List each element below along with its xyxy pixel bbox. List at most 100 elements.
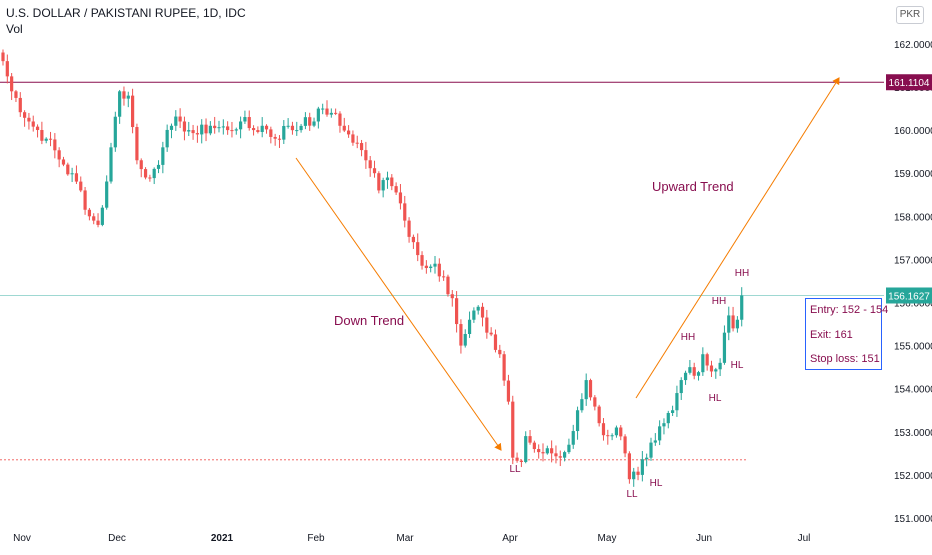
candle (580, 393, 584, 413)
candle (195, 125, 199, 143)
candle (213, 116, 217, 134)
candle-body (135, 127, 139, 161)
volume-label: Vol (6, 22, 23, 36)
candle-body (467, 319, 472, 334)
candle-body (364, 150, 368, 161)
candle-body (303, 117, 307, 126)
candle-body (329, 112, 333, 115)
candle-body (200, 124, 204, 135)
candle (683, 370, 688, 385)
candle (459, 319, 463, 354)
candle-body (580, 399, 584, 411)
candle (411, 234, 415, 249)
x-tick-label: 2021 (211, 533, 234, 544)
candle (118, 89, 122, 124)
candle-body (70, 173, 74, 175)
candle-body (61, 159, 66, 165)
candle (692, 362, 696, 380)
candle (260, 117, 264, 138)
y-tick-label: 160.0000 (894, 126, 932, 137)
candle (640, 451, 644, 482)
candle-body (74, 173, 79, 182)
candle (437, 258, 441, 282)
candle-body (537, 449, 541, 453)
candle (601, 418, 606, 441)
candle (178, 108, 182, 129)
candle (66, 162, 70, 176)
candle (139, 158, 143, 178)
candle-body (308, 117, 312, 126)
candle-body (666, 412, 670, 424)
candle (277, 135, 282, 148)
candle-body (532, 442, 536, 450)
trade-entry: Entry: 152 - 154 (810, 304, 889, 316)
y-tick-label: 151.0000 (894, 514, 932, 525)
candle-body (355, 142, 359, 144)
candle-body (446, 276, 450, 295)
candle (731, 306, 735, 332)
candle-body (524, 436, 528, 462)
candle-body (442, 276, 446, 278)
trade-exit: Exit: 161 (810, 329, 853, 341)
swing-label-hl: HL (731, 360, 744, 371)
candle-body (217, 127, 221, 129)
candle-body (688, 367, 692, 373)
candle-body (290, 125, 295, 131)
candle (325, 100, 329, 117)
candle (593, 395, 597, 411)
currency-badge[interactable]: PKR (896, 6, 924, 24)
candle-body (87, 209, 91, 217)
candle (226, 121, 230, 135)
candle (511, 395, 515, 465)
candle (480, 302, 485, 327)
candle (623, 434, 627, 458)
candle (338, 111, 342, 133)
candle (636, 466, 640, 481)
candle (182, 116, 187, 141)
candle-body (459, 324, 463, 346)
candle-body (601, 423, 606, 436)
candle (269, 126, 273, 144)
candle-body (610, 435, 614, 437)
swing-label-hl: HL (650, 478, 663, 489)
candle (14, 89, 18, 103)
candle-body (204, 124, 208, 134)
candle-body (671, 410, 675, 413)
candle (152, 167, 156, 185)
candle (658, 420, 662, 446)
candle (696, 370, 701, 381)
candle-body (156, 164, 161, 169)
candle (113, 111, 117, 152)
candle-body (48, 138, 53, 140)
x-tick-label: Feb (307, 533, 325, 544)
candle-body (683, 372, 688, 381)
candle-body (191, 130, 195, 134)
candle-body (718, 362, 722, 370)
candle-body (27, 117, 31, 122)
last-price-tag-bg (886, 287, 932, 304)
candle (398, 184, 403, 210)
candle (208, 121, 212, 136)
candle (312, 117, 316, 128)
candle (295, 121, 299, 136)
candle-body (740, 295, 744, 320)
candle (156, 160, 161, 174)
candle-body (731, 315, 735, 329)
x-tick-label: Dec (108, 533, 126, 544)
candle-body (118, 91, 122, 117)
candle (83, 186, 87, 215)
candle-body (567, 444, 571, 453)
candle (455, 291, 459, 333)
candle-body (619, 427, 623, 437)
candle-body (515, 457, 519, 461)
candle (450, 290, 454, 307)
candle-body (394, 186, 398, 193)
candle (282, 120, 286, 144)
candle (92, 213, 96, 225)
candle (446, 274, 450, 297)
candle-body (727, 315, 731, 333)
candle-body (23, 112, 27, 118)
candle (143, 167, 148, 180)
